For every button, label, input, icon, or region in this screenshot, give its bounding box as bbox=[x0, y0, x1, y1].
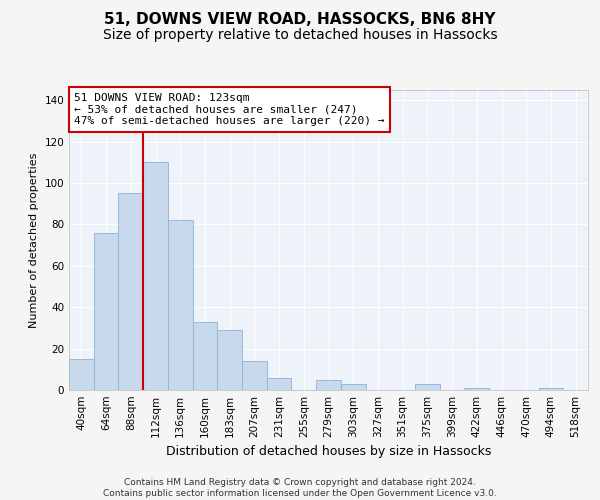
Bar bbox=[143, 162, 168, 390]
X-axis label: Distribution of detached houses by size in Hassocks: Distribution of detached houses by size … bbox=[166, 446, 491, 458]
Bar bbox=[316, 380, 341, 390]
Bar bbox=[341, 384, 365, 390]
Y-axis label: Number of detached properties: Number of detached properties bbox=[29, 152, 39, 328]
Bar bbox=[267, 378, 292, 390]
Text: Contains HM Land Registry data © Crown copyright and database right 2024.
Contai: Contains HM Land Registry data © Crown c… bbox=[103, 478, 497, 498]
Text: 51, DOWNS VIEW ROAD, HASSOCKS, BN6 8HY: 51, DOWNS VIEW ROAD, HASSOCKS, BN6 8HY bbox=[104, 12, 496, 28]
Text: 51 DOWNS VIEW ROAD: 123sqm
← 53% of detached houses are smaller (247)
47% of sem: 51 DOWNS VIEW ROAD: 123sqm ← 53% of deta… bbox=[74, 93, 385, 126]
Bar bbox=[415, 384, 440, 390]
Bar bbox=[464, 388, 489, 390]
Bar bbox=[118, 194, 143, 390]
Bar bbox=[94, 233, 118, 390]
Bar bbox=[217, 330, 242, 390]
Bar bbox=[69, 359, 94, 390]
Bar bbox=[242, 361, 267, 390]
Bar bbox=[539, 388, 563, 390]
Text: Size of property relative to detached houses in Hassocks: Size of property relative to detached ho… bbox=[103, 28, 497, 42]
Bar bbox=[193, 322, 217, 390]
Bar bbox=[168, 220, 193, 390]
